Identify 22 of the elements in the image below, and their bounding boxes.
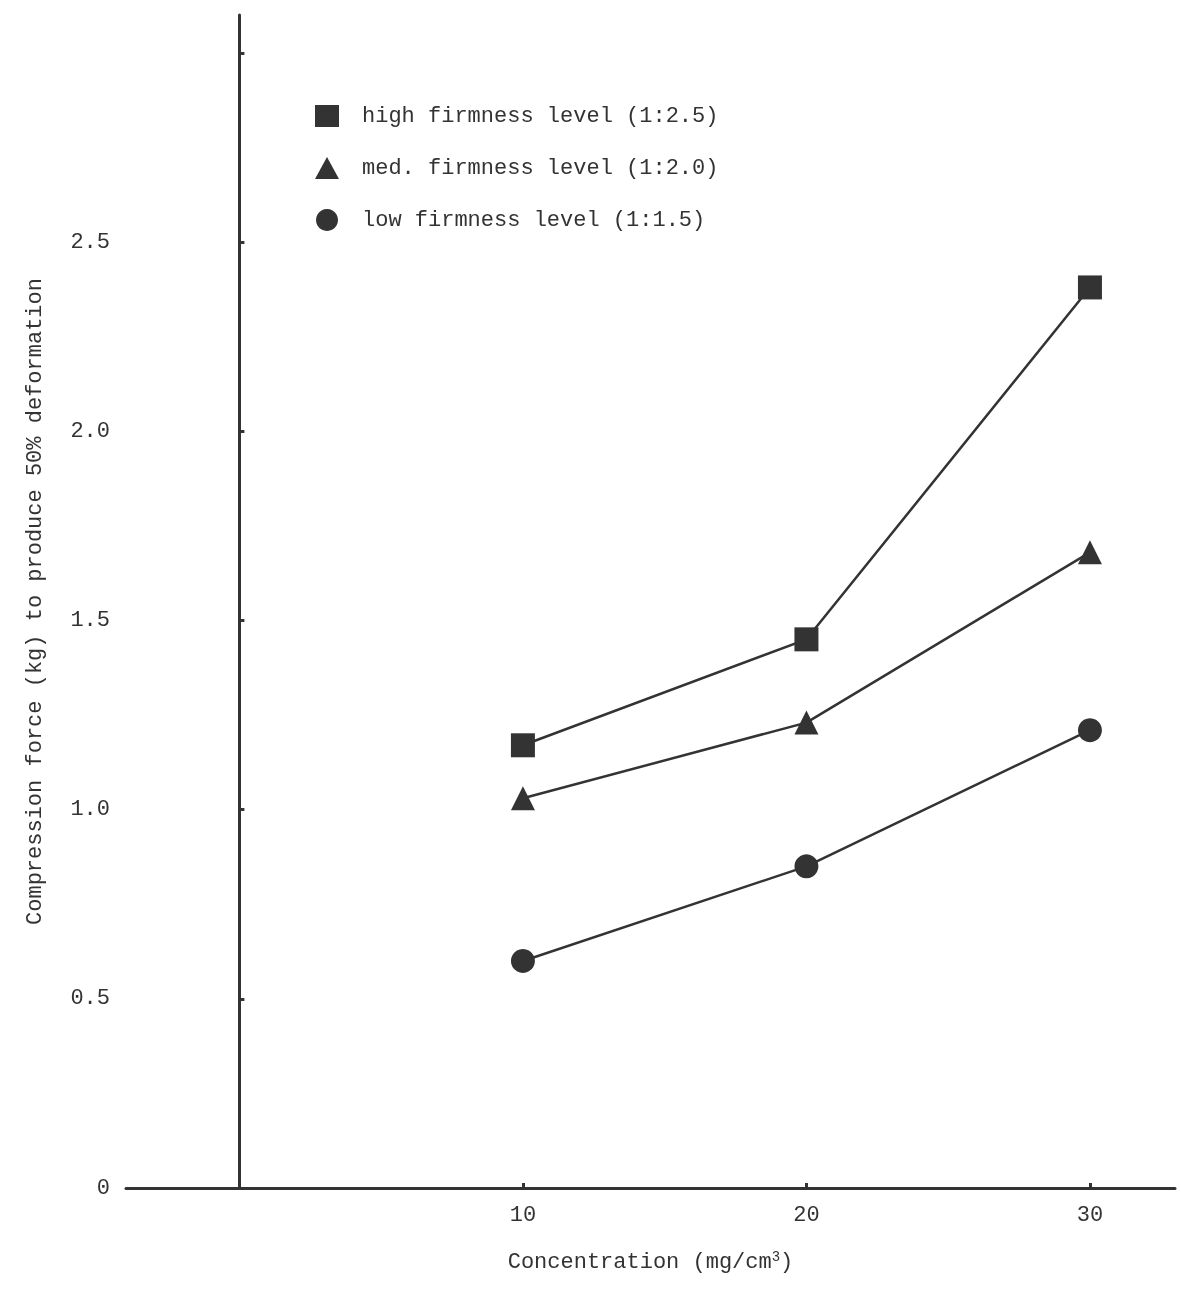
y-axis-title: Compression force (kg) to produce 50% deformation — [22, 278, 48, 925]
x-tick-label: 30 — [1076, 1202, 1104, 1228]
point — [794, 627, 819, 652]
point — [1077, 718, 1102, 743]
y-tick-label: 1.0 — [70, 797, 110, 823]
y-tick-label: 2.5 — [70, 229, 110, 255]
x-tick-label: 10 — [509, 1202, 537, 1228]
y-tick-label: 0.5 — [70, 986, 110, 1012]
y-tick-label: 1.5 — [70, 607, 110, 633]
point — [510, 948, 535, 973]
point — [794, 710, 819, 735]
point — [510, 733, 535, 758]
point — [1077, 540, 1102, 565]
point — [794, 854, 819, 879]
legend-label: med. firmness level (1:2.0) — [362, 155, 719, 181]
x-tick-label: 20 — [793, 1202, 820, 1228]
y-tick-label: 0 — [96, 1175, 110, 1201]
y-tick-label: 2.0 — [70, 418, 110, 444]
legend-label: high firmness level (1:2.5) — [362, 103, 719, 129]
legend-label: low firmness level (1:1.5) — [362, 207, 706, 233]
point — [510, 786, 535, 811]
point — [1077, 275, 1102, 300]
